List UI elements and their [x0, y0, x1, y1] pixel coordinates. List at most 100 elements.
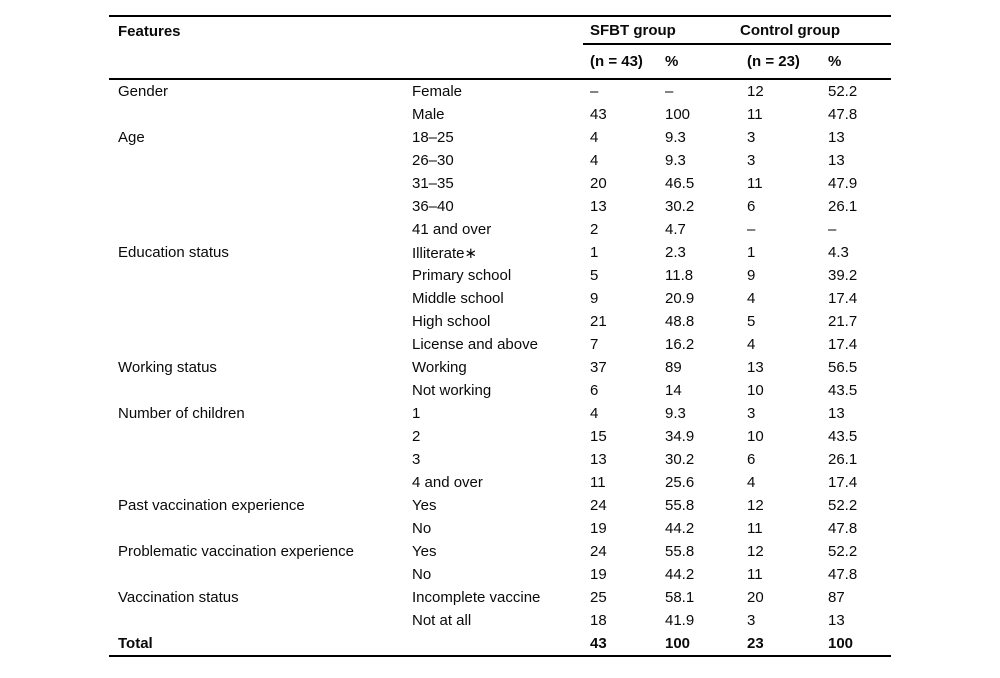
- control-pct-cell: 21.7: [828, 313, 858, 330]
- control-pct-cell: 17.4: [828, 336, 858, 353]
- control-n-cell: 6: [747, 198, 756, 215]
- table-row: Past vaccination experience Yes 24 55.8 12 52…: [109, 494, 891, 517]
- sfbt-n-cell: 5: [590, 267, 599, 284]
- sfbt-n-cell: 43: [590, 106, 607, 123]
- category-cell: 3: [412, 451, 421, 468]
- feature-cell: Problematic vaccination experience: [118, 543, 354, 560]
- sfbt-pct-cell: 55.8: [665, 543, 695, 560]
- sfbt-pct-header: %: [665, 53, 679, 70]
- table-row: Male 43 100 11 47.8: [109, 103, 891, 126]
- category-cell: Working: [412, 359, 467, 376]
- sfbt-pct-cell: –: [665, 83, 674, 100]
- control-pct-cell: 52.2: [828, 543, 858, 560]
- control-pct-cell: 47.9: [828, 175, 858, 192]
- sfbt-n-cell: 21: [590, 313, 607, 330]
- sfbt-pct-cell: 25.6: [665, 474, 695, 491]
- control-n-cell: 12: [747, 543, 764, 560]
- control-pct-cell: 43.5: [828, 428, 858, 445]
- sfbt-n-cell: 9: [590, 290, 599, 307]
- sfbt-n-cell: 15: [590, 428, 607, 445]
- category-cell: Primary school: [412, 267, 512, 284]
- table-row: Problematic vaccination experience Yes 24 5…: [109, 540, 891, 563]
- control-pct-cell: 47.8: [828, 106, 858, 123]
- control-pct-cell: 52.2: [828, 83, 858, 100]
- control-pct-cell: 26.1: [828, 198, 858, 215]
- table-body: Gender Female – –12 52.2 Male 43 100 11 47.8 Age 18…: [109, 80, 891, 655]
- control-pct-cell: –: [828, 221, 837, 238]
- control-pct-cell: 26.1: [828, 451, 858, 468]
- sfbt-pct-cell: 9.3: [665, 405, 686, 422]
- category-cell: 1: [412, 405, 421, 422]
- category-cell: Not working: [412, 382, 492, 399]
- sfbt-n-cell: 4: [590, 152, 599, 169]
- sfbt-n-cell: 19: [590, 566, 607, 583]
- table-header-rule: [109, 78, 891, 80]
- table-row: Gender Female – – 12 52.2: [109, 80, 891, 103]
- table-row: 4 and over 11 25.6 4 17.4: [109, 471, 891, 494]
- control-n-cell: 13: [747, 359, 764, 376]
- table-row: Primary school 5 11.8 9 39.2: [109, 264, 891, 287]
- sfbt-pct-cell: 11.8: [665, 267, 694, 284]
- table-header-group-row: Features SFBT group Control group: [109, 17, 891, 45]
- control-n-header: (n = 23): [747, 53, 800, 70]
- control-n-cell: 23: [747, 635, 764, 652]
- sfbt-pct-cell: 58.1: [665, 589, 695, 606]
- sfbt-pct-cell: 34.9: [665, 428, 695, 445]
- control-n-cell: 4: [747, 336, 756, 353]
- sfbt-pct-cell: 9.3: [665, 129, 686, 146]
- category-cell: 41 and over: [412, 221, 492, 238]
- feature-cell: Education status: [118, 244, 229, 261]
- control-n-cell: 11: [747, 106, 763, 123]
- control-pct-cell: 100: [828, 635, 854, 652]
- sfbt-pct-cell: 14: [665, 382, 682, 399]
- category-cell: Not at all: [412, 612, 472, 629]
- sfbt-n-cell: 24: [590, 543, 607, 560]
- sfbt-n-cell: 24: [590, 497, 607, 514]
- table-row: Working status Working 37 89 13 56.5: [109, 356, 891, 379]
- category-cell: Illiterate∗: [412, 244, 478, 262]
- feature-cell: Gender: [118, 83, 169, 100]
- sfbt-n-cell: 7: [590, 336, 599, 353]
- control-pct-cell: 13: [828, 405, 845, 422]
- category-cell: Incomplete vaccine: [412, 589, 541, 606]
- table-row: Age 18–25 4 9.3 3 13: [109, 126, 891, 149]
- control-n-cell: 12: [747, 497, 764, 514]
- control-n-cell: 3: [747, 129, 756, 146]
- control-n-cell: 4: [747, 290, 756, 307]
- sfbt-n-cell: 37: [590, 359, 607, 376]
- group-header-span: SFBT group Control group: [583, 17, 891, 45]
- sfbt-pct-cell: 4.7: [665, 221, 686, 238]
- sfbt-pct-cell: 55.8: [665, 497, 695, 514]
- control-pct-cell: 17.4: [828, 290, 858, 307]
- category-cell: Male: [412, 106, 445, 123]
- sfbt-n-cell: 18: [590, 612, 607, 629]
- sfbt-n-cell: 1: [590, 244, 599, 261]
- sfbt-n-cell: 13: [590, 198, 607, 215]
- control-n-cell: 11: [747, 175, 763, 192]
- sfbt-n-cell: –: [590, 83, 599, 100]
- category-cell: High school: [412, 313, 491, 330]
- control-n-cell: 3: [747, 612, 756, 629]
- sfbt-n-cell: 2: [590, 221, 599, 238]
- control-pct-cell: 43.5: [828, 382, 858, 399]
- control-group-header: Control group: [740, 21, 840, 39]
- category-cell: Yes: [412, 543, 437, 560]
- category-cell: 26–30: [412, 152, 454, 169]
- sfbt-pct-cell: 41.9: [665, 612, 695, 629]
- table-row: 36–40 13 30.2 6 26.1: [109, 195, 891, 218]
- table-row: Not working 6 14 10 43.5: [109, 379, 891, 402]
- table-row: License and above 7 16.2 4 17.4: [109, 333, 891, 356]
- feature-cell: Total: [118, 635, 153, 652]
- table-row: No 19 44.2 11 47.8: [109, 563, 891, 586]
- sfbt-group-header: SFBT group: [590, 21, 676, 39]
- sfbt-pct-cell: 44.2: [665, 520, 695, 537]
- control-n-cell: 10: [747, 428, 764, 445]
- control-pct-cell: 87: [828, 589, 845, 606]
- category-cell: No: [412, 520, 432, 537]
- sfbt-pct-cell: 100: [665, 106, 691, 123]
- sfbt-n-cell: 25: [590, 589, 607, 606]
- table-row: Not at all 18 41.9 3 13: [109, 609, 891, 632]
- table-bottom-rule: [109, 655, 891, 657]
- control-n-cell: 6: [747, 451, 756, 468]
- table-row: No 19 44.2 11 47.8: [109, 517, 891, 540]
